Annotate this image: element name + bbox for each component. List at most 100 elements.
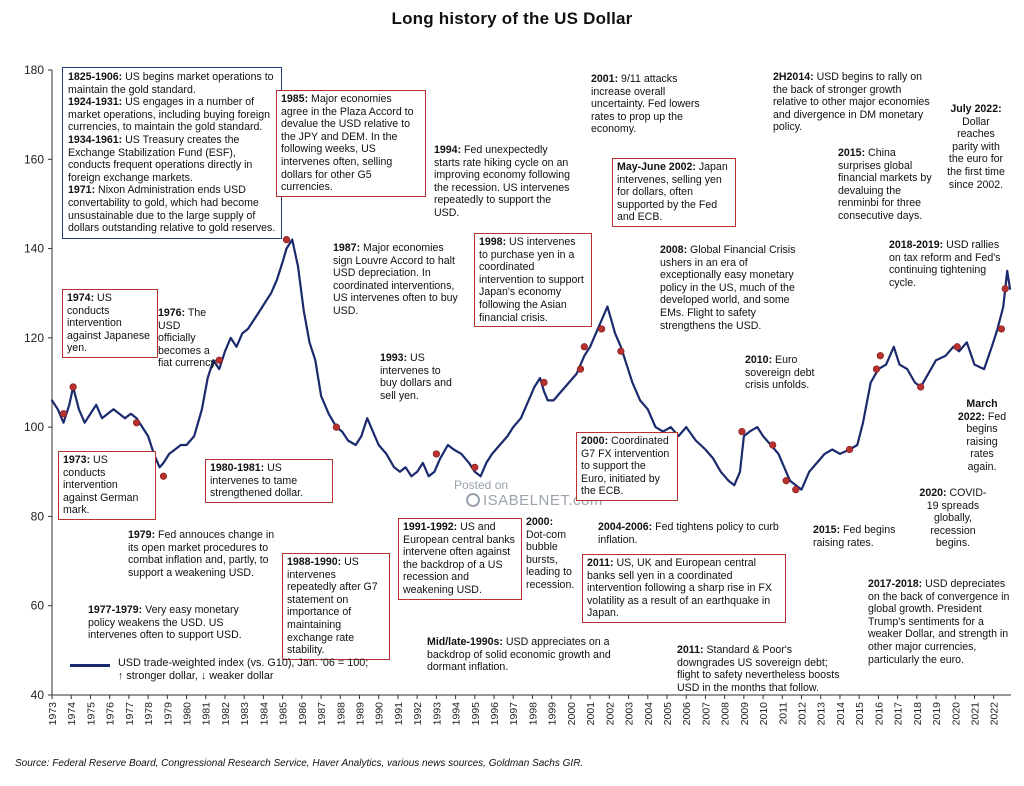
annotation-text: Fed tightens policy to curb inflation.: [598, 521, 779, 546]
annotation-2h2014: 2H2014: USD begins to rally on the back …: [773, 71, 933, 134]
annotation-text: US intervenes to tame strengthened dolla…: [210, 462, 304, 500]
event-marker-point: [876, 352, 884, 360]
event-marker-point: [132, 419, 141, 427]
annotation-1974: 1974: US conducts intervention against J…: [62, 289, 158, 358]
annotation-heading: 1994:: [434, 144, 462, 156]
event-marker-point: [159, 472, 168, 480]
annotation-2002: May-June 2002: Japan intervenes, selling…: [612, 158, 736, 227]
annotation-text: Major economies sign Louvre Accord to ha…: [333, 242, 458, 317]
x-tick-label: 1992: [412, 702, 424, 726]
annotation-2020: 2020: COVID-19 spreads globally, recessi…: [918, 487, 988, 550]
annotation-heading: 1976:: [158, 307, 186, 319]
annotation-heading: 2001:: [591, 73, 619, 85]
annotation-2001: 2001: 9/11 attacks increase overall unce…: [591, 73, 707, 136]
annotation-2004-2006: 2004-2006: Fed tightens policy to curb i…: [598, 521, 788, 546]
legend-label: USD trade-weighted index (vs. G10), Jan.…: [118, 657, 418, 682]
annotation-heading: 2008:: [660, 244, 688, 256]
source-note: Source: Federal Reserve Board, Congressi…: [15, 758, 584, 769]
x-tick-label: 1976: [105, 702, 117, 726]
x-tick-label: 1997: [508, 702, 520, 726]
annotation-text: US conducts intervention against Japanes…: [67, 292, 151, 355]
annotation-text: USD rallies on tax reform and Fed's cont…: [889, 239, 1001, 289]
x-tick-label: 1987: [316, 702, 328, 726]
event-marker-point: [598, 325, 606, 333]
event-marker-point: [332, 423, 341, 431]
x-tick-label: 2019: [931, 702, 943, 726]
annotation-heading: 1924-1931:: [68, 96, 123, 109]
x-tick-label: 2008: [720, 702, 732, 726]
annotation-text: US intervenes to buy dollars and sell ye…: [380, 352, 452, 402]
annotation-text: USD begins to rally on the back of stron…: [773, 71, 930, 134]
annotation-text: US begins market operations to maintain …: [68, 71, 274, 96]
event-marker-point: [997, 325, 1005, 333]
x-tick-label: 1975: [85, 702, 97, 726]
event-marker-point: [282, 236, 291, 244]
annotation-text: The USD officially becomes a fiat curren…: [158, 307, 218, 370]
event-marker-point: [917, 383, 925, 391]
watermark-site: ISABELNET.com: [483, 492, 603, 509]
x-tick-label: 1989: [354, 702, 366, 726]
x-tick-label: 2021: [969, 702, 981, 726]
event-marker-point: [953, 343, 961, 351]
annotation-heading: 1991-1992:: [403, 521, 458, 533]
legend-label-line1: USD trade-weighted index (vs. G10), Jan.…: [118, 657, 369, 669]
x-tick-label: 1991: [393, 702, 405, 726]
x-tick-label: 1986: [297, 702, 309, 726]
event-marker-point: [782, 477, 790, 485]
annotation-1991-1992: 1991-1992: US and European central banks…: [398, 518, 522, 600]
event-marker-point: [617, 347, 625, 355]
annotation-heading: 1988-1990:: [287, 556, 342, 568]
annotation-1988-1990: 1988-1990: US intervenes repeatedly afte…: [282, 553, 390, 660]
annotation-text: Fed annouces change in its open market p…: [128, 529, 275, 579]
annotation-text: US intervenes repeatedly after G7 statem…: [287, 556, 378, 657]
x-tick-label: 1996: [489, 702, 501, 726]
event-marker-point: [792, 486, 800, 494]
annotation-text: 9/11 attacks increase overall uncertaint…: [591, 73, 700, 136]
annotation-text: Very easy monetary policy weakens the US…: [88, 604, 242, 642]
annotation-heading: 1974:: [67, 292, 95, 304]
event-marker-point: [59, 410, 68, 418]
annotation-2000-g7: 2000: Coordinated G7 FX intervention to …: [576, 432, 678, 501]
x-tick-label: 1995: [470, 702, 482, 726]
annotation-heading: 2015:: [838, 147, 866, 159]
annotation-heading: 2015:: [813, 524, 841, 536]
annotation-text: Standard & Poor's downgrades US sovereig…: [677, 644, 840, 694]
annotation-1973: 1973: US conducts intervention against G…: [58, 451, 156, 520]
annotation-text: Major economies agree in the Plaza Accor…: [281, 93, 414, 194]
axes: 40 60 80 100 120 140 160 180 1973 1974 1975 1976 197…: [24, 63, 1011, 725]
annotation-text: Nixon Administration ends USD convertabi…: [68, 184, 276, 235]
annotation-heading: March 2022:: [957, 398, 998, 423]
x-tick-label: 1990: [374, 702, 386, 726]
x-tick-label: 2001: [585, 702, 597, 726]
x-tick-label: 1978: [143, 702, 155, 726]
isabelnet-logo-icon: [466, 493, 480, 507]
x-tick-label: 2007: [700, 702, 712, 726]
x-tick-label: 2005: [662, 702, 674, 726]
annotation-1985: 1985: Major economies agree in the Plaza…: [276, 90, 426, 197]
annotation-heading: 1985:: [281, 93, 309, 105]
event-marker-point: [540, 378, 548, 387]
x-tick-label: 2010: [758, 702, 770, 726]
x-tick-label: 2000: [566, 702, 578, 726]
annotation-1994: 1994: Fed unexpectedly starts rate hikin…: [434, 144, 576, 220]
x-tick-label: 2004: [643, 702, 655, 726]
y-tick-label: 140: [24, 242, 44, 256]
watermark: Posted on ISABELNET.com: [454, 478, 603, 509]
annotation-1979: 1979: Fed annouces change in its open ma…: [128, 529, 276, 579]
annotation-heading: 2018-2019:: [889, 239, 944, 251]
annotation-text: Euro sovereign debt crisis unfolds.: [745, 354, 815, 392]
x-tick-label: 1973: [47, 702, 59, 726]
x-tick-label: 2009: [739, 702, 751, 726]
x-tick-label: 1979: [162, 702, 174, 726]
annotation-heading: 1934-1961:: [68, 133, 123, 146]
annotation-1980-1981: 1980-1981: US intervenes to tame strengt…: [205, 459, 333, 503]
annotation-text: US and European central banks intervene …: [403, 521, 515, 596]
x-tick-label: 2015: [854, 702, 866, 726]
annotation-text: Fed unexpectedly starts rate hiking cycl…: [434, 144, 571, 219]
annotation-2008: 2008: Global Financial Crisis ushers in …: [660, 244, 810, 332]
annotation-text: USD appreciates on a backdrop of solid e…: [427, 636, 611, 674]
annotation-text: US Treasury creates the Exchange Stabili…: [68, 133, 253, 184]
annotation-1993: 1993: US intervenes to buy dollars and s…: [380, 352, 460, 402]
x-tick-label: 2002: [604, 702, 616, 726]
